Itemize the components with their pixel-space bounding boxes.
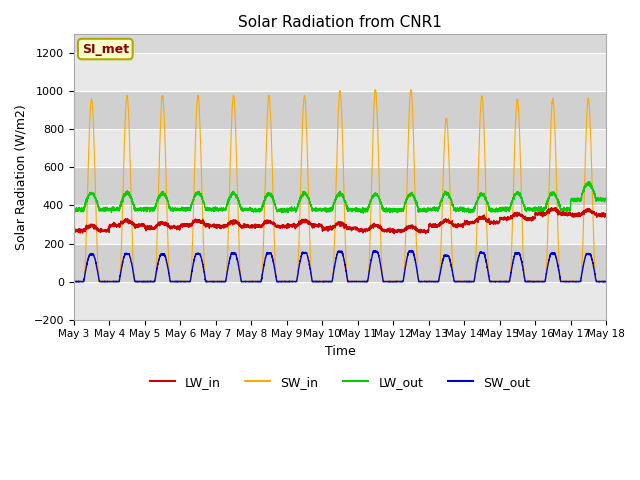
LW_out — [70, 207, 77, 213]
LW_out — [586, 179, 593, 185]
LW_out — [602, 197, 609, 203]
SW_in — [70, 278, 77, 284]
Text: SI_met: SI_met — [82, 43, 129, 56]
Line: SW_in: SW_in — [74, 90, 606, 282]
Bar — [74, 243, 606, 282]
Line: LW_out: LW_out — [74, 182, 606, 213]
Bar — [74, 168, 606, 205]
SW_out — [460, 279, 467, 285]
LW_in — [602, 212, 610, 218]
LW_out — [359, 210, 367, 216]
LW_out — [430, 206, 438, 212]
Bar — [74, 53, 606, 91]
SW_in — [602, 279, 609, 285]
SW_in — [372, 87, 380, 93]
LW_in — [602, 211, 609, 216]
LW_out — [602, 197, 610, 203]
X-axis label: Time: Time — [324, 345, 355, 358]
LW_in — [390, 231, 398, 237]
SW_in — [490, 279, 497, 285]
LW_in — [490, 219, 497, 225]
SW_out — [370, 248, 378, 253]
SW_out — [71, 279, 79, 285]
LW_in — [320, 226, 328, 231]
LW_in — [460, 223, 467, 229]
LW_in — [430, 222, 438, 228]
Title: Solar Radiation from CNR1: Solar Radiation from CNR1 — [238, 15, 442, 30]
SW_out — [70, 278, 77, 284]
Bar — [74, 282, 606, 320]
LW_out — [490, 206, 497, 212]
SW_in — [430, 278, 438, 284]
SW_out — [490, 279, 497, 285]
SW_in — [70, 279, 78, 285]
SW_out — [166, 274, 173, 280]
SW_out — [602, 279, 610, 285]
LW_out — [166, 204, 173, 209]
Bar — [74, 205, 606, 243]
SW_out — [320, 279, 328, 285]
SW_out — [430, 279, 438, 285]
Line: LW_in: LW_in — [74, 208, 606, 234]
Bar — [74, 129, 606, 168]
Bar — [74, 91, 606, 129]
SW_out — [602, 278, 609, 284]
SW_in — [460, 278, 467, 284]
LW_out — [320, 208, 328, 214]
Legend: LW_in, SW_in, LW_out, SW_out: LW_in, SW_in, LW_out, SW_out — [145, 371, 535, 394]
SW_in — [166, 275, 173, 280]
LW_in — [552, 205, 560, 211]
Y-axis label: Solar Radiation (W/m2): Solar Radiation (W/m2) — [15, 104, 28, 250]
LW_out — [460, 206, 467, 212]
SW_in — [602, 278, 610, 284]
SW_in — [320, 278, 328, 284]
LW_in — [70, 228, 77, 234]
Line: SW_out: SW_out — [74, 251, 606, 282]
LW_in — [166, 225, 173, 230]
